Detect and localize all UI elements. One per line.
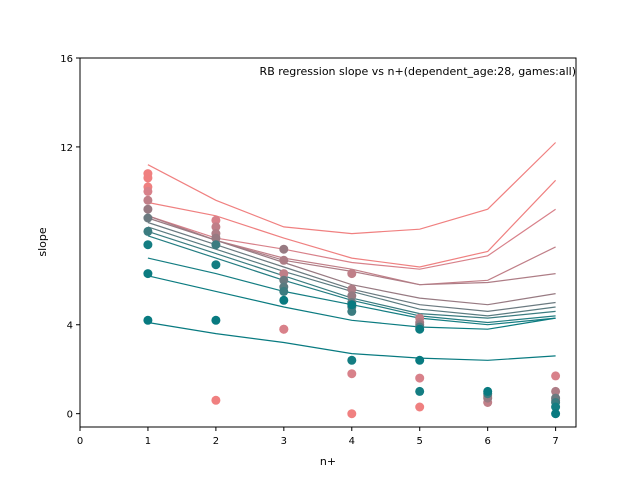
data-point bbox=[143, 226, 153, 236]
series-line-1 bbox=[147, 142, 557, 235]
x-tick-label: 1 bbox=[145, 436, 151, 447]
axes bbox=[79, 57, 577, 428]
data-point bbox=[347, 291, 357, 301]
data-point bbox=[143, 240, 153, 250]
data-point bbox=[279, 275, 289, 285]
y-tick-label: 0 bbox=[67, 410, 73, 421]
data-point bbox=[211, 233, 221, 243]
data-point bbox=[143, 315, 153, 325]
y-tick-label: 4 bbox=[67, 321, 73, 332]
data-point bbox=[415, 402, 425, 412]
data-point bbox=[415, 355, 425, 365]
data-point bbox=[279, 286, 289, 296]
x-tick-label: 6 bbox=[484, 436, 490, 447]
x-tick-label: 0 bbox=[77, 436, 83, 447]
data-point bbox=[279, 255, 289, 265]
data-point bbox=[211, 215, 221, 225]
data-point bbox=[551, 402, 561, 412]
x-axis-label: n+ bbox=[320, 455, 336, 468]
y-axis-label: slope bbox=[36, 227, 49, 256]
data-point bbox=[211, 240, 221, 250]
y-tick-label: 16 bbox=[60, 54, 73, 65]
data-point bbox=[483, 386, 493, 396]
data-point bbox=[143, 213, 153, 223]
data-point bbox=[347, 306, 357, 316]
data-point bbox=[211, 260, 221, 270]
data-point bbox=[551, 386, 561, 396]
data-point bbox=[143, 195, 153, 205]
data-point bbox=[279, 269, 289, 279]
data-point bbox=[279, 244, 289, 254]
data-point bbox=[143, 186, 153, 196]
data-point bbox=[415, 324, 425, 334]
axes-frame bbox=[79, 57, 577, 428]
data-point bbox=[279, 295, 289, 305]
x-tick-label: 4 bbox=[349, 436, 355, 447]
data-point bbox=[347, 269, 357, 279]
data-point bbox=[415, 386, 425, 396]
data-point bbox=[551, 371, 561, 381]
x-tick-label: 5 bbox=[417, 436, 423, 447]
data-point bbox=[143, 173, 153, 183]
data-point bbox=[211, 395, 221, 405]
x-tick-label: 3 bbox=[281, 436, 287, 447]
x-tick-label: 2 bbox=[213, 436, 219, 447]
chart-title: RB regression slope vs n+(dependent_age:… bbox=[260, 65, 576, 78]
x-tick-label: 7 bbox=[552, 436, 558, 447]
plot-area bbox=[143, 142, 561, 419]
data-point bbox=[347, 355, 357, 365]
data-point bbox=[551, 409, 561, 419]
data-point bbox=[211, 222, 221, 232]
data-point bbox=[143, 204, 153, 214]
series-line-13 bbox=[147, 321, 556, 361]
y-tick-label: 12 bbox=[60, 143, 73, 154]
data-point bbox=[347, 300, 357, 310]
data-point bbox=[279, 324, 289, 334]
data-point bbox=[211, 315, 221, 325]
data-point bbox=[347, 409, 357, 419]
series-line-12 bbox=[147, 275, 556, 330]
data-point bbox=[347, 284, 357, 294]
data-point bbox=[347, 369, 357, 379]
data-point bbox=[415, 373, 425, 383]
data-point bbox=[143, 269, 153, 279]
